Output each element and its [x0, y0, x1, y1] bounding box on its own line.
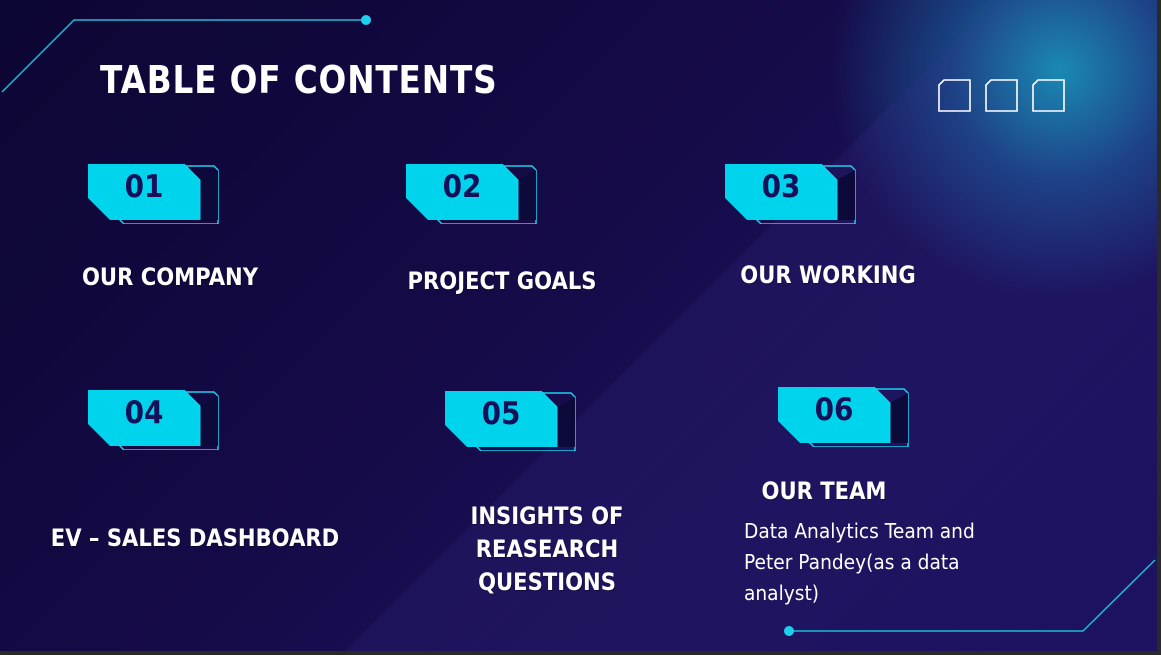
window-square-icon: [938, 79, 971, 112]
item-number: 02: [442, 169, 482, 205]
item-number: 03: [761, 169, 801, 205]
item-badge-05: 05: [445, 389, 577, 451]
item-label-our-company: OUR COMPANY: [81, 263, 259, 291]
item-badge-04: 04: [88, 388, 220, 450]
window-icons: [938, 79, 1065, 112]
window-square-icon: [985, 79, 1018, 112]
item-number: 05: [481, 396, 521, 432]
item-badge-03: 03: [725, 162, 857, 224]
item-label-our-team: OUR TEAM: [761, 477, 887, 505]
item-label-ev-sales-dashboard: EV – SALES DASHBOARD: [50, 524, 340, 552]
item-number: 01: [124, 169, 164, 205]
item-badge-06: 06: [778, 385, 910, 447]
item-badge-01: 01: [88, 162, 220, 224]
item-label-insights: INSIGHTS OF REASEARCH QUESTIONS: [470, 502, 624, 596]
item-badge-02: 02: [406, 162, 538, 224]
item-label-our-working: OUR WORKING: [740, 261, 916, 289]
window-square-icon: [1032, 79, 1065, 112]
item-number: 04: [124, 395, 164, 431]
item-number: 06: [814, 392, 854, 428]
page-title: TABLE OF CONTENTS: [100, 58, 498, 102]
team-description: Data Analytics Team and Peter Pandey(as …: [744, 519, 975, 605]
item-label-project-goals: PROJECT GOALS: [407, 267, 597, 295]
